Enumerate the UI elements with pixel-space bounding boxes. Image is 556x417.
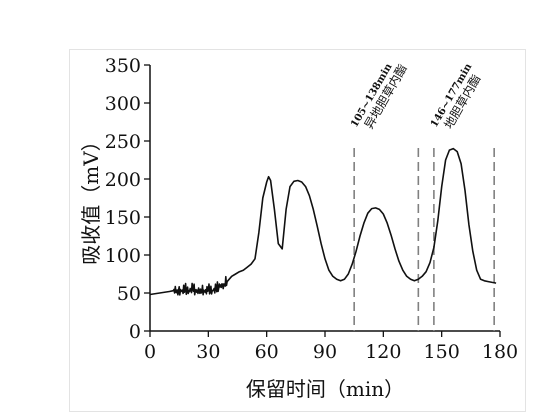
x-tick-label: 60	[255, 341, 279, 363]
x-tick-label: 150	[424, 341, 460, 363]
y-tick-label: 300	[105, 93, 141, 115]
series-line	[149, 147, 497, 296]
region-lines	[353, 148, 495, 331]
x-ticks: 0 30 60 90 120 150 180	[144, 331, 518, 363]
chart-frame	[69, 49, 526, 412]
y-tick-label: 350	[105, 55, 141, 77]
y-tick-label: 50	[117, 283, 141, 305]
x-tick-label: 0	[144, 341, 156, 363]
x-tick-label: 30	[196, 341, 220, 363]
x-tick-label: 120	[365, 341, 401, 363]
y-tick-label: 250	[105, 131, 141, 153]
x-tick-label: 180	[482, 341, 518, 363]
y-tick-label: 150	[105, 207, 141, 229]
y-tick-label: 0	[129, 321, 141, 343]
y-axis-title: 吸收值（mV）	[79, 131, 103, 264]
x-tick-label: 90	[313, 341, 337, 363]
y-tick-label: 200	[105, 169, 141, 191]
x-axis-title: 保留时间（min）	[246, 377, 404, 401]
y-ticks: 0 50 100 150 200 250 300 350	[105, 55, 150, 343]
y-tick-label: 100	[105, 245, 141, 267]
